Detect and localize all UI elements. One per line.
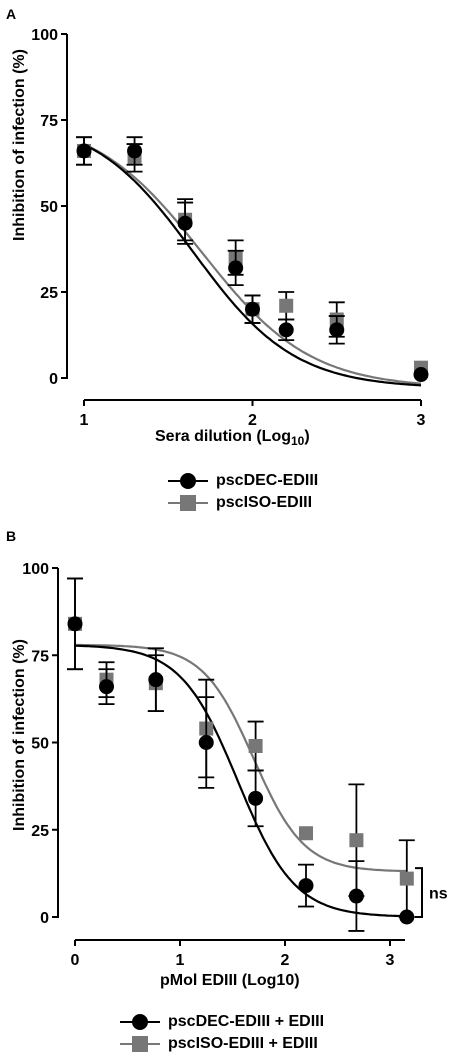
x-tick-label-a: 2 — [248, 412, 257, 429]
data-point-a-0 — [127, 143, 143, 159]
chart-b: 0 25 50 75 100 0 1 2 3 ns — [22, 561, 448, 969]
x-tick-label-a: 1 — [80, 412, 89, 429]
fit-curve-b-0 — [74, 644, 407, 918]
y-tick-label-a: 25 — [40, 285, 58, 302]
data-point-b-1 — [399, 871, 414, 886]
y-tick-label-b: 50 — [31, 736, 49, 753]
data-point-a-0 — [177, 215, 193, 231]
x-axis-title-a-main: Sera dilution (Log — [155, 428, 291, 445]
data-point-b-0 — [298, 878, 314, 894]
data-point-a-1 — [279, 298, 294, 313]
data-point-b-0 — [348, 888, 364, 904]
legend-item-a-0: pscDEC-EDIII — [168, 470, 318, 492]
legend-label-a-0: pscDEC-EDIII — [216, 472, 319, 489]
data-point-b-0 — [399, 909, 415, 925]
fit-curve-a-0 — [83, 143, 422, 387]
x-axis-title-a-end: ) — [304, 428, 310, 445]
x-tick-label-b: 2 — [281, 952, 290, 969]
data-point-a-0 — [228, 260, 244, 276]
legend-symbol-a-1 — [168, 493, 208, 513]
data-point-b-0 — [148, 672, 164, 688]
legend-symbol-b-1 — [120, 1034, 160, 1054]
x-tick-label-b: 1 — [176, 952, 185, 969]
y-tick-label-b: 25 — [31, 823, 49, 840]
y-tick-label-b: 100 — [22, 561, 49, 578]
data-point-a-0 — [76, 143, 92, 159]
y-tick-label-a: 75 — [40, 113, 58, 130]
legend-label-b-1: pscISO-EDIII + EDIII — [168, 1035, 318, 1052]
y-tick-label-a: 50 — [40, 199, 58, 216]
data-point-b-0 — [99, 679, 114, 695]
panel-letter-a: A — [6, 6, 17, 22]
y-tick-label-b: 0 — [40, 910, 49, 927]
legend-symbol-b-0 — [120, 1012, 160, 1032]
data-point-b-0 — [248, 790, 264, 806]
legend-item-b-1: pscISO-EDIII + EDIII — [120, 1033, 324, 1055]
y-tick-label-a: 0 — [49, 371, 58, 388]
legend-label-a-1: pscISO-EDIII — [216, 494, 313, 511]
data-point-a-0 — [329, 322, 345, 338]
chart-a: 0 25 50 75 100 1 2 3 — [31, 27, 429, 429]
x-tick-label-a: 3 — [417, 412, 426, 429]
legend-symbol-a-0 — [168, 471, 208, 491]
panel-letter-b: B — [6, 528, 17, 544]
data-point-a-0 — [413, 367, 429, 383]
fit-curve-b-1 — [75, 643, 407, 873]
data-point-a-0 — [278, 322, 294, 338]
data-point-b-0 — [67, 616, 83, 632]
x-axis-title-a-sub: 10 — [291, 434, 305, 449]
y-tick-label-a: 100 — [31, 27, 58, 44]
y-tick-label-b: 75 — [31, 648, 49, 665]
data-point-a-0 — [245, 301, 260, 317]
data-point-b-1 — [299, 826, 313, 841]
ns-annotation: ns — [429, 886, 448, 903]
x-axis-title-b: pMol EDIII (Log10) — [160, 972, 300, 989]
legend-item-b-0: pscDEC-EDIII + EDIII — [120, 1011, 324, 1033]
x-axis-title-a: Sera dilution (Log10) — [155, 428, 310, 448]
data-point-b-1 — [349, 833, 364, 848]
x-tick-label-b: 0 — [71, 952, 80, 969]
legend-b: pscDEC-EDIII + EDIII pscISO-EDIII + EDII… — [120, 1011, 324, 1055]
legend-item-a-1: pscISO-EDIII — [168, 492, 318, 514]
legend-a: pscDEC-EDIII pscISO-EDIII — [168, 470, 318, 514]
data-point-b-0 — [198, 735, 214, 750]
data-point-b-1 — [248, 738, 263, 753]
x-tick-label-b: 3 — [386, 952, 395, 969]
legend-label-b-0: pscDEC-EDIII + EDIII — [168, 1013, 325, 1030]
